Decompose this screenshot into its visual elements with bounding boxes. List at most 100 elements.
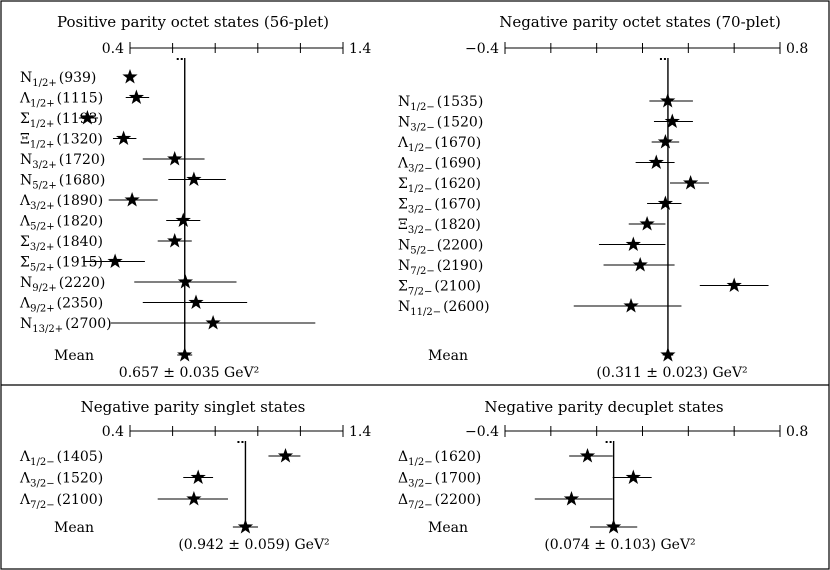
data-point-star <box>726 277 742 292</box>
data-point-star <box>107 253 123 268</box>
state-name: Σ <box>20 255 30 271</box>
state-name: Λ <box>19 91 31 107</box>
state-subscript: 3/2− <box>408 205 432 216</box>
state-mass: (1820) <box>434 217 481 233</box>
mean-row: Mean 0.657 ± 0.035 GeV² <box>54 347 259 381</box>
state-label: Λ9/2+ (2350) <box>19 296 103 315</box>
state-subscript: 3/2+ <box>30 201 54 212</box>
data-row: Λ5/2+ (1820) <box>19 212 201 233</box>
state-label: Δ1/2− (1620) <box>398 449 481 468</box>
mean-label: Mean <box>428 520 468 536</box>
data-row: N1/2− (1535) <box>398 93 693 113</box>
mean-star <box>237 519 254 534</box>
data-row: Λ3/2− (1690) <box>397 154 675 175</box>
data-row: Λ1/2− (1405) <box>19 448 301 468</box>
mean-value-label: (0.942 ± 0.059) GeV² <box>178 537 329 553</box>
data-point-star <box>190 469 206 484</box>
x-tick-label: 0.8 <box>786 41 808 57</box>
state-label: N1/2− (1535) <box>398 94 483 113</box>
state-mass: (1820) <box>57 214 104 230</box>
mean-dot <box>237 441 240 443</box>
data-point-star <box>205 315 221 330</box>
x-tick-label: −0.4 <box>465 41 499 57</box>
state-subscript: 3/2+ <box>30 242 54 253</box>
data-point-star <box>167 151 183 166</box>
state-name: N <box>398 94 410 110</box>
data-point-star <box>563 491 580 506</box>
state-mass: (1405) <box>57 449 104 465</box>
data-point-star <box>579 448 596 463</box>
state-name: Ξ <box>20 132 30 148</box>
state-subscript: 7/2− <box>408 500 432 511</box>
state-label: Λ7/2− (2100) <box>19 492 103 511</box>
state-label: N13/2+ (2700) <box>20 316 112 335</box>
x-tick-label: 1.4 <box>349 41 371 57</box>
state-mass: (1915) <box>56 255 103 271</box>
state-name: N <box>398 238 410 254</box>
x-tick-label: −0.4 <box>465 424 499 440</box>
state-subscript: 9/2+ <box>32 283 56 294</box>
state-subscript: 1/2− <box>408 457 432 468</box>
data-point-star <box>664 113 680 128</box>
data-point-star <box>124 192 140 207</box>
state-name: Λ <box>19 471 31 487</box>
state-label: N7/2− (2190) <box>398 258 483 277</box>
state-name: Σ <box>20 111 30 127</box>
state-mass: (2220) <box>59 275 106 291</box>
state-label: Σ3/2− (1670) <box>398 197 481 216</box>
data-row: Λ9/2+ (2350) <box>19 294 248 315</box>
state-mass: (1670) <box>435 135 482 151</box>
state-name: N <box>20 173 32 189</box>
mean-label: Mean <box>428 348 468 364</box>
data-row: N5/2+ (1680) <box>20 171 226 192</box>
state-mass: (1115) <box>57 91 104 107</box>
state-label: N5/2+ (1680) <box>20 173 105 192</box>
state-subscript: 3/2+ <box>32 160 56 171</box>
data-point-star <box>657 134 673 149</box>
state-mass: (1670) <box>434 197 481 213</box>
state-subscript: 3/2− <box>408 164 432 175</box>
state-name: Λ <box>19 214 31 230</box>
data-point-star <box>277 448 294 463</box>
state-mass: (2200) <box>435 492 482 508</box>
data-point-star <box>188 294 204 309</box>
data-row: Ξ3/2− (1820) <box>398 216 666 236</box>
x-tick-label: 0.4 <box>102 41 124 57</box>
state-name: Λ <box>19 492 31 508</box>
state-subscript: 1/2+ <box>30 140 54 151</box>
mean-row: Mean (0.942 ± 0.059) GeV² <box>54 519 330 553</box>
state-name: Λ <box>19 193 31 209</box>
state-label: Λ1/2− (1405) <box>19 449 103 468</box>
state-label: Λ5/2+ (1820) <box>19 214 103 233</box>
state-subscript: 1/2+ <box>30 119 54 130</box>
data-point-star <box>683 175 699 190</box>
x-axis: 0.4 1.4 <box>102 424 372 440</box>
state-label: Ξ3/2− (1820) <box>398 217 481 236</box>
state-label: N3/2+ (1720) <box>20 152 105 171</box>
mean-dot <box>605 441 608 443</box>
data-point-star <box>122 69 138 84</box>
mean-value-label: (0.074 ± 0.103) GeV² <box>544 537 695 553</box>
x-tick-label: 0.8 <box>786 424 808 440</box>
state-mass: (1535) <box>437 94 484 110</box>
mean-star <box>177 347 193 362</box>
data-row: N3/2+ (1720) <box>20 151 205 171</box>
data-row: Δ1/2− (1620) <box>398 448 613 468</box>
data-point-star <box>128 89 144 104</box>
data-row: Ξ1/2+ (1320) <box>20 130 137 151</box>
mean-label: Mean <box>54 520 94 536</box>
state-label: Λ1/2+ (1115) <box>19 91 103 110</box>
data-point-star <box>177 274 193 289</box>
data-row: Λ3/2+ (1890) <box>19 192 158 212</box>
state-name: Σ <box>20 234 30 250</box>
state-name: Σ <box>398 176 408 192</box>
data-row: Σ7/2− (2100) <box>398 277 769 298</box>
data-row: Λ1/2− (1670) <box>397 134 680 154</box>
state-subscript: 7/2− <box>410 266 434 277</box>
state-mass: (2600) <box>443 299 490 315</box>
data-row: Σ3/2+ (1840) <box>20 233 192 253</box>
state-mass: (939) <box>59 70 97 86</box>
state-name: N <box>20 70 32 86</box>
state-mass: (2190) <box>437 258 484 274</box>
